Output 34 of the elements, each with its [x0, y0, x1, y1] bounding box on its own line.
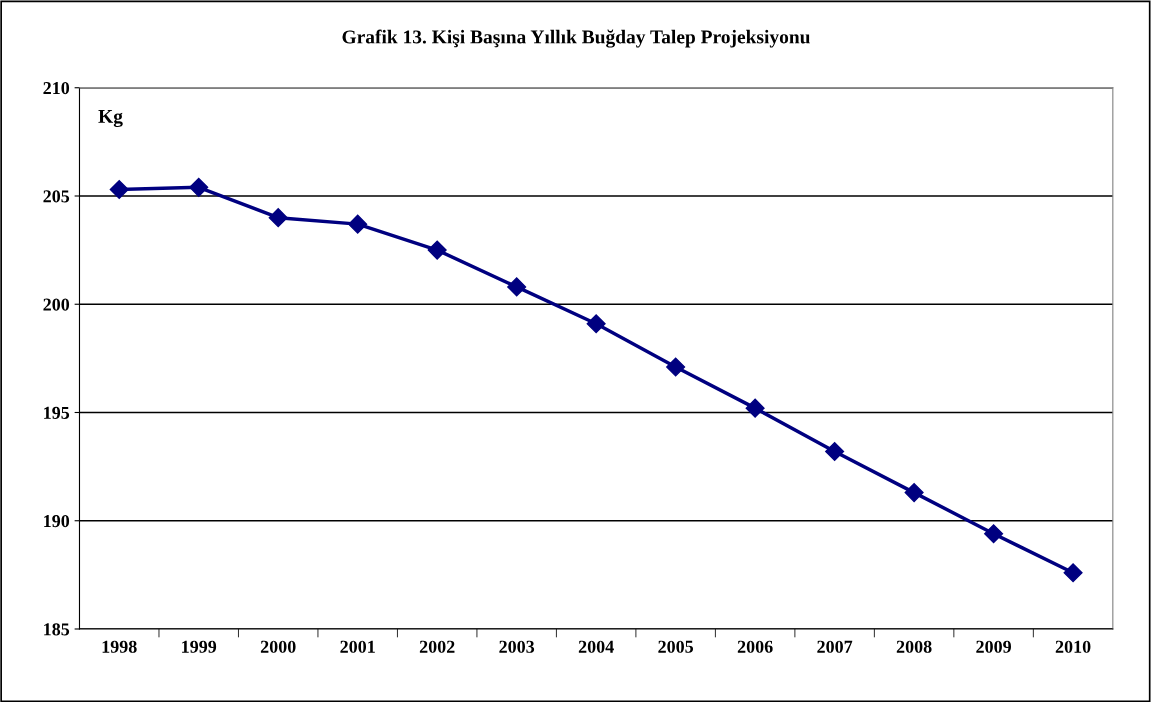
- point: [507, 277, 527, 297]
- x-tick-label: 2003: [499, 640, 535, 653]
- y-axis-title: Kg: [98, 110, 123, 128]
- point: [904, 483, 924, 503]
- y-tick-label: 210: [43, 82, 70, 95]
- x-tick-label: 2005: [658, 640, 694, 653]
- point: [268, 208, 288, 228]
- point: [586, 314, 606, 334]
- x-tick-label: 1998: [102, 640, 137, 653]
- chart-title: Grafik 13. Kişi Başına Yıllık Buğday Talep Projeksiyonu: [342, 29, 810, 48]
- y-tick-label: 195: [44, 406, 70, 419]
- x-tick-label: 2006: [737, 640, 773, 653]
- point: [745, 398, 765, 418]
- point: [666, 357, 686, 377]
- x-tick-label: 2007: [817, 640, 853, 653]
- point: [427, 240, 447, 260]
- point: [984, 524, 1004, 544]
- point: [189, 177, 209, 197]
- x-tick-label: 2010: [1055, 640, 1091, 653]
- x-tick-label: 2008: [896, 640, 932, 653]
- y-tick-label: 190: [44, 515, 70, 528]
- x-tick-label: 2000: [260, 640, 296, 653]
- x-tick-label: 2002: [419, 640, 455, 653]
- x-tick-label: 1999: [182, 640, 217, 653]
- point: [348, 214, 368, 234]
- point: [109, 179, 129, 200]
- point: [1063, 563, 1083, 583]
- y-tick-label: 205: [43, 190, 70, 203]
- x-tick-label: 2004: [578, 640, 614, 653]
- y-tick-label: 185: [44, 623, 70, 636]
- point: [825, 441, 845, 461]
- x-tick-label: 2001: [340, 640, 375, 653]
- y-tick-label: 200: [43, 298, 70, 311]
- x-tick-label: 2009: [976, 640, 1011, 653]
